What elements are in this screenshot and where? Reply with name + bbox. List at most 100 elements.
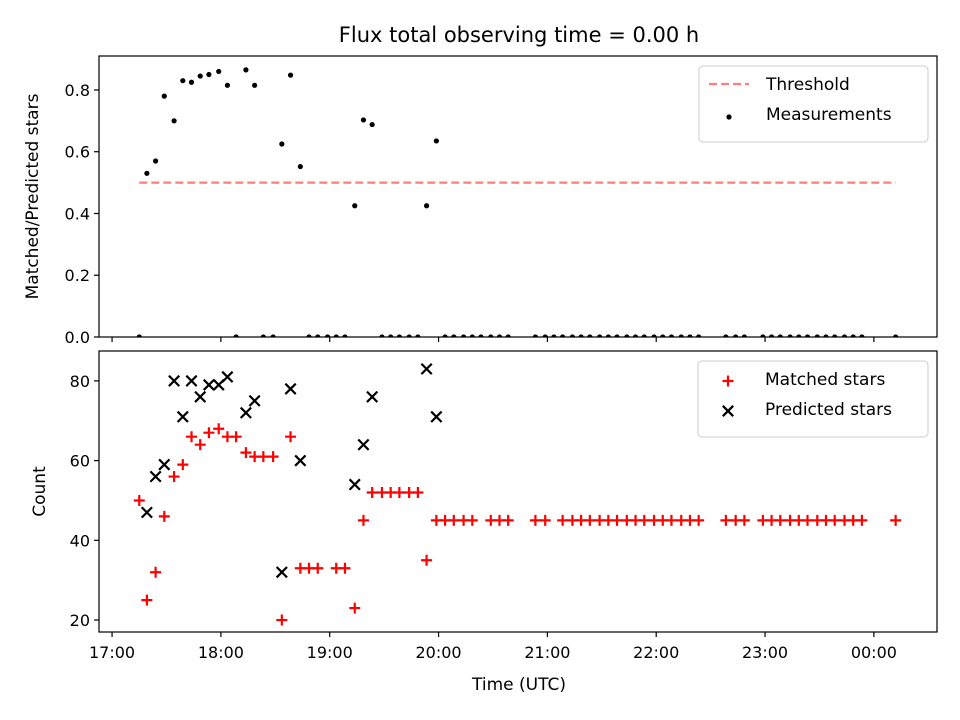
data-point xyxy=(859,334,865,337)
data-point xyxy=(270,334,276,337)
data-point xyxy=(284,382,297,395)
data-point xyxy=(177,459,189,471)
data-point xyxy=(180,78,186,84)
data-point xyxy=(638,514,650,526)
data-point xyxy=(136,334,142,337)
data-point xyxy=(369,121,375,128)
legend-frame xyxy=(697,360,929,438)
data-point xyxy=(560,334,566,337)
data-point xyxy=(587,334,593,337)
series-predicted-stars xyxy=(140,362,443,579)
data-point xyxy=(614,334,620,337)
data-point xyxy=(197,73,203,79)
data-point xyxy=(213,423,225,435)
y-tick-label: 40 xyxy=(70,531,90,550)
data-point xyxy=(488,334,494,337)
data-point xyxy=(804,334,811,337)
data-point xyxy=(333,334,339,337)
data-point xyxy=(433,138,439,144)
data-point xyxy=(230,431,242,443)
data-point xyxy=(279,141,285,147)
data-point xyxy=(532,334,539,337)
data-point xyxy=(297,163,303,170)
x-tick-label: 19:00 xyxy=(307,643,353,662)
data-point xyxy=(294,454,307,467)
panel-data-ratio xyxy=(136,67,899,337)
data-point xyxy=(660,334,666,337)
data-point xyxy=(203,427,215,439)
data-point xyxy=(188,79,195,85)
data-point xyxy=(693,514,705,526)
data-point xyxy=(366,486,378,498)
data-point xyxy=(651,334,657,337)
data-point xyxy=(738,514,750,526)
data-point xyxy=(584,514,596,526)
data-point xyxy=(306,334,312,337)
x-tick-label: 22:00 xyxy=(633,643,679,662)
data-point xyxy=(406,334,412,337)
data-point xyxy=(542,334,548,337)
data-point xyxy=(668,334,675,337)
plot-marks: 0.0 0.2 0.4 0.6 0.8 Matched/Predicted stars Th… xyxy=(23,55,938,662)
data-point xyxy=(415,334,421,337)
data-point xyxy=(140,506,153,519)
data-point xyxy=(687,334,693,337)
data-point xyxy=(796,334,802,337)
data-point xyxy=(357,514,369,526)
data-point xyxy=(632,334,639,337)
data-point xyxy=(605,334,611,337)
data-point xyxy=(696,334,702,337)
data-point xyxy=(768,334,775,337)
data-point xyxy=(206,71,212,78)
x-tick-label: 20:00 xyxy=(415,643,461,662)
data-point xyxy=(850,334,856,337)
panel-counts: 20 40 60 80 Count 17:00 18:00 19:00 20:00 21:00 22… xyxy=(30,350,938,662)
data-point xyxy=(569,334,576,337)
data-point xyxy=(158,458,171,471)
panel-frame xyxy=(98,55,938,338)
data-point xyxy=(149,470,162,483)
data-point xyxy=(324,334,331,337)
data-point xyxy=(357,438,370,451)
data-point xyxy=(240,447,252,459)
data-point xyxy=(412,486,424,498)
data-point xyxy=(678,334,684,337)
data-point xyxy=(287,72,294,78)
data-point xyxy=(221,370,234,383)
data-point xyxy=(460,334,467,337)
data-point xyxy=(161,93,167,99)
data-point xyxy=(141,594,153,606)
data-point xyxy=(496,334,503,337)
data-point xyxy=(342,334,348,337)
data-point xyxy=(466,514,478,526)
y-tick-label: 0.2 xyxy=(65,266,90,285)
chart-title: Flux total observing time = 0.00 h xyxy=(339,23,699,47)
data-point xyxy=(185,374,198,387)
data-point xyxy=(339,562,351,574)
data-point xyxy=(893,334,899,337)
data-point xyxy=(243,67,249,73)
panel-data-counts xyxy=(133,362,902,626)
data-point xyxy=(276,614,288,626)
data-point xyxy=(352,203,358,209)
data-point xyxy=(171,118,177,124)
data-point xyxy=(890,514,902,526)
data-point xyxy=(529,514,541,526)
data-point xyxy=(396,334,402,337)
data-point xyxy=(430,410,443,423)
data-point xyxy=(597,334,603,337)
legend-label: Threshold xyxy=(765,75,850,95)
data-point xyxy=(315,334,321,337)
legend-item: Matched stars xyxy=(722,370,885,390)
data-point xyxy=(248,394,261,407)
data-point xyxy=(267,451,279,463)
data-point xyxy=(774,514,786,526)
data-point xyxy=(777,334,783,337)
y-axis-label: Count xyxy=(30,466,50,517)
data-point xyxy=(801,514,813,526)
legend-item: Predicted stars xyxy=(722,400,892,420)
data-point xyxy=(239,406,252,419)
panel-ratio: 0.0 0.2 0.4 0.6 0.8 Matched/Predicted stars Th… xyxy=(23,55,938,347)
data-point xyxy=(158,510,170,522)
